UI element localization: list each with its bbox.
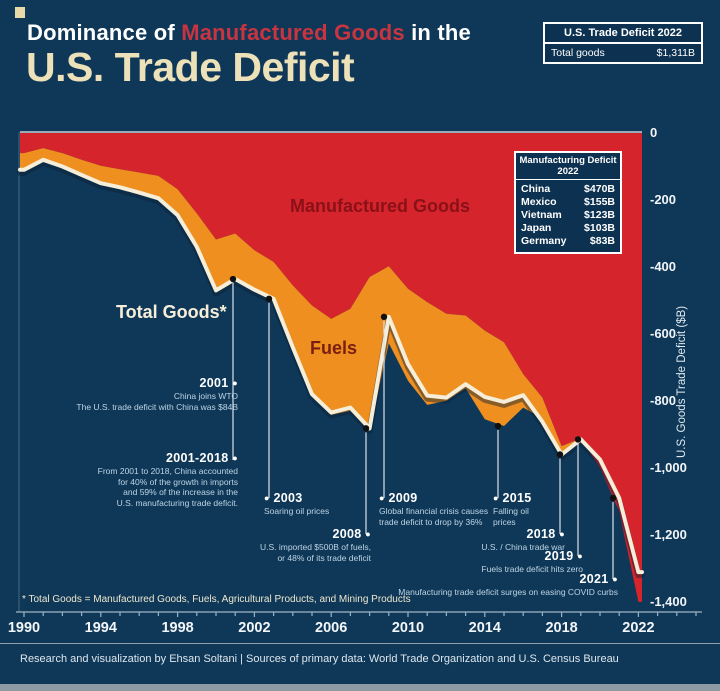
annotation-year-2008: 2008 ● (332, 527, 371, 541)
credit-text: Research and visualization by Ehsan Solt… (20, 653, 619, 665)
annotation-year-2003: ● 2003 (264, 491, 303, 505)
annotation-marker-2018 (556, 451, 564, 458)
annotation-marker-2008 (362, 425, 370, 432)
title-suffix: in the (404, 20, 471, 45)
title-highlight: Manufactured Goods (181, 20, 405, 45)
x-tick-label-2006: 2006 (315, 620, 348, 636)
x-tick-label-2010: 2010 (391, 620, 425, 636)
annotation-label-dot-2001-2018: ● (232, 453, 238, 463)
annotation-text-2019: Fuels trade deficit hits zero (481, 564, 583, 574)
x-tick-label-1998: 1998 (161, 620, 194, 636)
annotation-marker-2001 (229, 275, 237, 283)
annotation-2019: 2019 ● Fuels trade deficit hits zero (481, 550, 583, 575)
y-axis-title: U.S. Goods Trade Deficit ($B) (676, 305, 688, 458)
page-title-line2: U.S. Trade Deficit (26, 44, 355, 90)
annotation-text-2021: Manufacturing trade deficit surges on ea… (398, 587, 618, 597)
annotation-year-2009: ● 2009 (379, 491, 418, 505)
y-tick-label--600: -600 (650, 325, 677, 341)
annotation-year-2001: 2001 ● (199, 376, 238, 390)
annotation-2021: 2021 ● Manufacturing trade deficit surges… (398, 573, 618, 598)
fuels-area-label: Fuels (310, 338, 358, 358)
bottom-strip (0, 684, 720, 691)
annotation-year-2018: 2018 ● (526, 527, 565, 541)
footer-divider (0, 643, 720, 644)
summary-box-total-deficit: U.S. Trade Deficit 2022 Total goods $1,3… (543, 22, 703, 64)
annotation-2018: 2018 ● U.S. / China trade war (481, 528, 565, 553)
annotation-text-2018: U.S. / China trade war (481, 542, 565, 552)
annotation-marker-2015 (494, 422, 502, 430)
legend-rows: China $470B Mexico $155B Vietnam $123B Japan $1… (516, 180, 620, 252)
annotation-2003: ● 2003 Soaring oil prices (264, 492, 329, 517)
y-tick-label--1400: -1,400 (650, 593, 687, 609)
annotation-label-dot-2015: ● (493, 493, 499, 503)
annotation-label-dot-2019: ● (577, 551, 583, 561)
annotation-text-2009: Global financial crisis causes trade def… (379, 506, 489, 527)
legend-row-mexico: Mexico $155B (521, 196, 615, 208)
summary-box-row-label: Total goods (551, 47, 605, 59)
annotation-label-dot-2009: ● (379, 493, 385, 503)
y-tick-label--800: -800 (650, 392, 677, 408)
legend-row-germany: Germany $83B (521, 235, 615, 247)
y-tick-label-0: 0 (650, 125, 658, 140)
annotation-2001-2018: 2001-2018 ● From 2001 to 2018, China acco… (98, 452, 238, 508)
x-tick-label-1994: 1994 (84, 620, 117, 636)
annotation-text-2008: U.S. imported $500B of fuels, or 48% of … (259, 542, 371, 563)
annotation-label-dot-2003: ● (264, 493, 270, 503)
annotation-marker-2003 (265, 295, 273, 302)
summary-box-row-value: $1,311B (656, 47, 695, 59)
manufacturing-deficit-legend: Manufacturing Deficit 2022 China $470B Mex… (514, 151, 622, 254)
annotation-label-dot-2008: ● (365, 529, 371, 539)
x-tick-label-2018: 2018 (545, 620, 578, 636)
annotation-year-2001-2018: 2001-2018 ● (165, 451, 238, 465)
annotation-text-2001-2018: From 2001 to 2018, China accounted for 4… (97, 466, 238, 508)
annotation-label-dot-2021: ● (612, 574, 618, 584)
total-goods-line-label: Total Goods* (116, 302, 227, 322)
title-prefix: Dominance of (27, 20, 182, 45)
x-tick-label-2014: 2014 (468, 620, 501, 636)
legend-row-china: China $470B (521, 183, 615, 195)
accent-square (15, 7, 25, 18)
y-tick-label--200: -200 (650, 191, 677, 207)
annotation-year-2019: 2019 ● (544, 549, 583, 563)
y-tick-label--1200: -1,200 (650, 526, 687, 542)
summary-box-header: U.S. Trade Deficit 2022 (545, 24, 701, 44)
annotation-marker-2019 (574, 436, 582, 443)
legend-header: Manufacturing Deficit 2022 (516, 153, 620, 180)
annotation-label-dot-2001: ● (232, 378, 238, 388)
annotation-marker-2009 (380, 313, 388, 321)
annotation-text-2001: China joins WTO The U.S. trade deficit w… (76, 391, 238, 412)
y-tick-label--400: -400 (650, 258, 677, 274)
legend-row-japan: Japan $103B (521, 222, 615, 234)
annotation-label-dot-2018: ● (559, 529, 565, 539)
x-tick-label-2022: 2022 (622, 620, 655, 636)
summary-box-row: Total goods $1,311B (545, 44, 701, 62)
x-tick-label-2002: 2002 (238, 620, 271, 636)
annotation-text-2003: Soaring oil prices (264, 506, 330, 516)
manufactured-goods-area-label: Manufactured Goods (290, 196, 471, 216)
y-tick-label--1000: -1,000 (650, 459, 687, 475)
footnote: * Total Goods = Manufactured Goods, Fuel… (22, 594, 411, 605)
annotation-year-2015: ● 2015 (493, 491, 532, 505)
annotation-2008: 2008 ● U.S. imported $500B of fuels, or 4… (260, 528, 371, 563)
annotation-text-2015: Falling oil prices (493, 506, 529, 527)
annotation-year-2021: 2021 ● (579, 572, 618, 586)
x-tick-label-1990: 1990 (7, 620, 41, 636)
legend-row-vietnam: Vietnam $123B (521, 209, 615, 221)
annotation-2009: ● 2009 Global financial crisis causes tra… (379, 492, 488, 527)
annotation-2015: ● 2015 Falling oil prices (493, 492, 532, 527)
annotation-marker-2021 (609, 494, 617, 502)
page-title-line1: Dominance of Manufactured Goods in the (27, 20, 471, 46)
annotation-2001: 2001 ● China joins WTO The U.S. trade def… (76, 377, 238, 412)
